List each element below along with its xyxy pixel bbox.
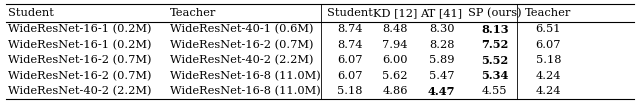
Text: 4.86: 4.86 — [382, 86, 408, 96]
Text: 7.94: 7.94 — [382, 40, 408, 50]
Text: WideResNet-40-2 (2.2M): WideResNet-40-2 (2.2M) — [8, 86, 151, 96]
Text: 5.34: 5.34 — [481, 70, 508, 81]
Text: 6.00: 6.00 — [382, 55, 408, 65]
Text: 6.07: 6.07 — [337, 55, 363, 65]
Text: SP (ours): SP (ours) — [468, 8, 522, 18]
Text: 8.13: 8.13 — [481, 24, 509, 35]
Text: 5.18: 5.18 — [337, 86, 363, 96]
Text: KD [12]: KD [12] — [372, 8, 417, 18]
Text: 5.52: 5.52 — [481, 55, 508, 66]
Text: 4.24: 4.24 — [536, 71, 561, 81]
Text: 5.47: 5.47 — [429, 71, 454, 81]
Text: WideResNet-16-2 (0.7M): WideResNet-16-2 (0.7M) — [8, 55, 151, 66]
Text: 8.74: 8.74 — [337, 24, 363, 34]
Text: 5.18: 5.18 — [536, 55, 561, 65]
Text: 4.24: 4.24 — [536, 86, 561, 96]
Text: Teacher: Teacher — [170, 8, 216, 18]
Text: 4.55: 4.55 — [482, 86, 508, 96]
Text: Student: Student — [327, 8, 373, 18]
Text: Student: Student — [8, 8, 54, 18]
Text: 8.28: 8.28 — [429, 40, 454, 50]
Text: 5.89: 5.89 — [429, 55, 454, 65]
Text: WideResNet-16-8 (11.0M): WideResNet-16-8 (11.0M) — [170, 71, 321, 81]
Text: 5.62: 5.62 — [382, 71, 408, 81]
Text: 6.51: 6.51 — [536, 24, 561, 34]
Text: AT [41]: AT [41] — [420, 8, 463, 18]
Text: 8.74: 8.74 — [337, 40, 363, 50]
Text: 6.07: 6.07 — [337, 71, 363, 81]
Text: 8.30: 8.30 — [429, 24, 454, 34]
Text: 6.07: 6.07 — [536, 40, 561, 50]
Text: WideResNet-16-2 (0.7M): WideResNet-16-2 (0.7M) — [8, 71, 151, 81]
Text: 7.52: 7.52 — [481, 39, 508, 50]
Text: WideResNet-16-8 (11.0M): WideResNet-16-8 (11.0M) — [170, 86, 321, 96]
Text: 4.47: 4.47 — [428, 86, 455, 97]
Text: WideResNet-16-1 (0.2M): WideResNet-16-1 (0.2M) — [8, 24, 151, 35]
Text: Teacher: Teacher — [525, 8, 572, 18]
Text: WideResNet-16-2 (0.7M): WideResNet-16-2 (0.7M) — [170, 40, 313, 50]
Text: WideResNet-40-1 (0.6M): WideResNet-40-1 (0.6M) — [170, 24, 313, 35]
Text: 8.48: 8.48 — [382, 24, 408, 34]
Text: WideResNet-40-2 (2.2M): WideResNet-40-2 (2.2M) — [170, 55, 313, 66]
Text: WideResNet-16-1 (0.2M): WideResNet-16-1 (0.2M) — [8, 40, 151, 50]
